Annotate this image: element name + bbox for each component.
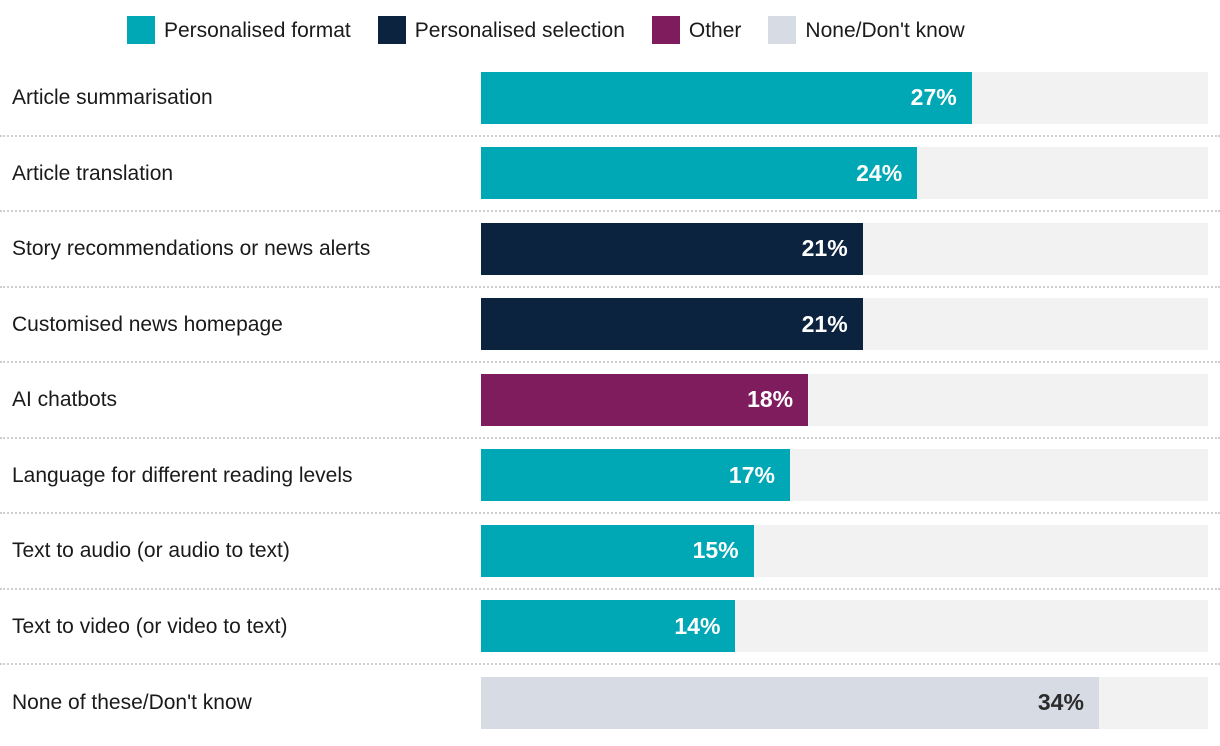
category-label: Text to video (or video to text) bbox=[12, 614, 288, 638]
legend-label: None/Don't know bbox=[805, 18, 965, 42]
bar-track: 24% bbox=[481, 147, 1208, 200]
legend-label: Personalised selection bbox=[414, 18, 625, 42]
bar-fill: 18% bbox=[481, 373, 809, 426]
legend-swatch bbox=[377, 16, 406, 44]
legend-swatch bbox=[768, 16, 797, 44]
category-label: Story recommendations or news alerts bbox=[12, 237, 371, 261]
category-label: Article translation bbox=[12, 161, 174, 185]
bar-value-label: 15% bbox=[692, 537, 739, 564]
bar-fill: 34% bbox=[481, 676, 1099, 729]
bar-fill: 21% bbox=[481, 222, 863, 275]
bar-value-label: 14% bbox=[674, 612, 721, 639]
bar-row: None of these/Don't know 34% bbox=[0, 665, 1220, 741]
bar-value-label: 18% bbox=[747, 386, 794, 413]
bar-track: 17% bbox=[481, 449, 1208, 502]
bar-track: 18% bbox=[481, 373, 1208, 426]
legend-item: Personalised format bbox=[127, 16, 351, 44]
bar-fill: 15% bbox=[481, 524, 754, 577]
bar-fill: 14% bbox=[481, 600, 736, 653]
legend-label: Other bbox=[688, 18, 742, 42]
category-label: Customised news homepage bbox=[12, 312, 283, 336]
bar-track: 15% bbox=[481, 524, 1208, 577]
legend-item: None/Don't know bbox=[768, 16, 965, 44]
bar-rows: Article summarisation 27% Article transl… bbox=[0, 61, 1220, 741]
bar-value-label: 21% bbox=[801, 235, 848, 262]
bar-fill: 21% bbox=[481, 298, 863, 351]
bar-row: AI chatbots 18% bbox=[0, 363, 1220, 439]
bar-value-label: 17% bbox=[728, 461, 775, 488]
bar-row: Text to video (or video to text) 14% bbox=[0, 590, 1220, 665]
bar-value-label: 24% bbox=[856, 159, 903, 186]
bar-value-label: 27% bbox=[910, 84, 957, 111]
legend-label: Personalised format bbox=[164, 18, 351, 42]
bar-row: Text to audio (or audio to text) 15% bbox=[0, 514, 1220, 590]
bar-fill: 17% bbox=[481, 449, 790, 502]
category-label: None of these/Don't know bbox=[12, 691, 252, 715]
bar-track: 34% bbox=[481, 676, 1208, 729]
bar-fill: 24% bbox=[481, 147, 918, 200]
category-label: Text to audio (or audio to text) bbox=[12, 539, 290, 563]
category-label: AI chatbots bbox=[12, 388, 118, 412]
bar-row: Article summarisation 27% bbox=[0, 61, 1220, 137]
bar-track: 21% bbox=[481, 222, 1208, 275]
legend-swatch bbox=[651, 16, 680, 44]
bar-row: Language for different reading levels 17… bbox=[0, 439, 1220, 514]
bar-value-label: 34% bbox=[1037, 689, 1084, 716]
category-label: Article summarisation bbox=[12, 86, 213, 110]
bar-row: Customised news homepage 21% bbox=[0, 288, 1220, 363]
category-label: Language for different reading levels bbox=[12, 463, 353, 487]
bar-track: 14% bbox=[481, 600, 1208, 653]
bar-fill: 27% bbox=[481, 71, 972, 124]
legend-item: Other bbox=[651, 16, 742, 44]
legend-swatch bbox=[127, 16, 155, 44]
legend: Personalised format Personalised selecti… bbox=[0, 0, 1220, 46]
bar-value-label: 21% bbox=[801, 310, 848, 337]
legend-item: Personalised selection bbox=[377, 16, 625, 44]
bar-row: Story recommendations or news alerts 21% bbox=[0, 212, 1220, 288]
bar-track: 21% bbox=[481, 298, 1208, 351]
bar-row: Article translation 24% bbox=[0, 137, 1220, 212]
bar-track: 27% bbox=[481, 71, 1208, 124]
